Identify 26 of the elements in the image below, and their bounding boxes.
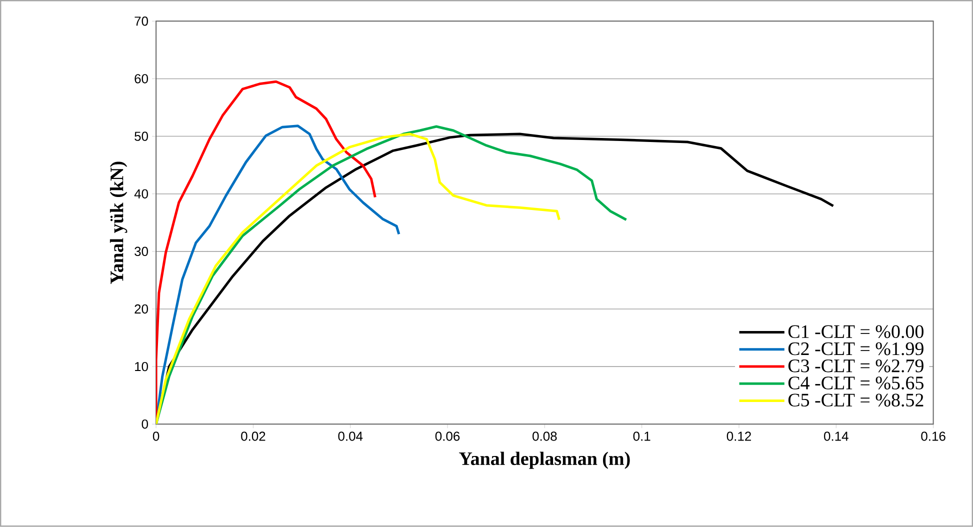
- y-axis-title: Yanal yük (kN): [110, 162, 128, 284]
- x-tick-label: 0.14: [824, 432, 848, 441]
- x-axis-title: Yanal deplasman (m): [459, 452, 630, 470]
- x-tick-label: 0: [152, 432, 160, 441]
- legend-label: C4 -CLT = %5.65: [788, 376, 924, 390]
- legend-label: C1 -CLT = %0.00: [788, 325, 924, 338]
- x-tick-label: 0.1: [633, 432, 650, 441]
- y-tick-label: 70: [134, 16, 148, 26]
- x-tick-label: 0.04: [338, 432, 363, 441]
- y-tick-label: 30: [134, 246, 148, 256]
- legend-label: C2 -CLT = %1.99: [788, 342, 924, 356]
- x-tick-label: 0.06: [435, 432, 460, 441]
- y-tick-label: 20: [134, 304, 148, 314]
- y-tick-label: 40: [134, 189, 148, 199]
- y-tick-label: 10: [135, 362, 148, 372]
- legend-label: C3 -CLT = %2.79: [788, 360, 924, 372]
- y-tick-label: 60: [134, 74, 148, 84]
- legend-label: C5 -CLT = %8.52: [788, 394, 924, 407]
- y-tick-label: 0: [142, 420, 148, 429]
- y-tick-label: 50: [134, 132, 148, 142]
- x-tick-label: 0.08: [532, 432, 557, 441]
- x-tick-label: 0.16: [921, 432, 946, 441]
- x-tick-label: 0.02: [241, 432, 266, 441]
- line-series: [156, 125, 628, 424]
- line-series: [156, 132, 561, 424]
- x-tick-label: 0.12: [726, 432, 751, 441]
